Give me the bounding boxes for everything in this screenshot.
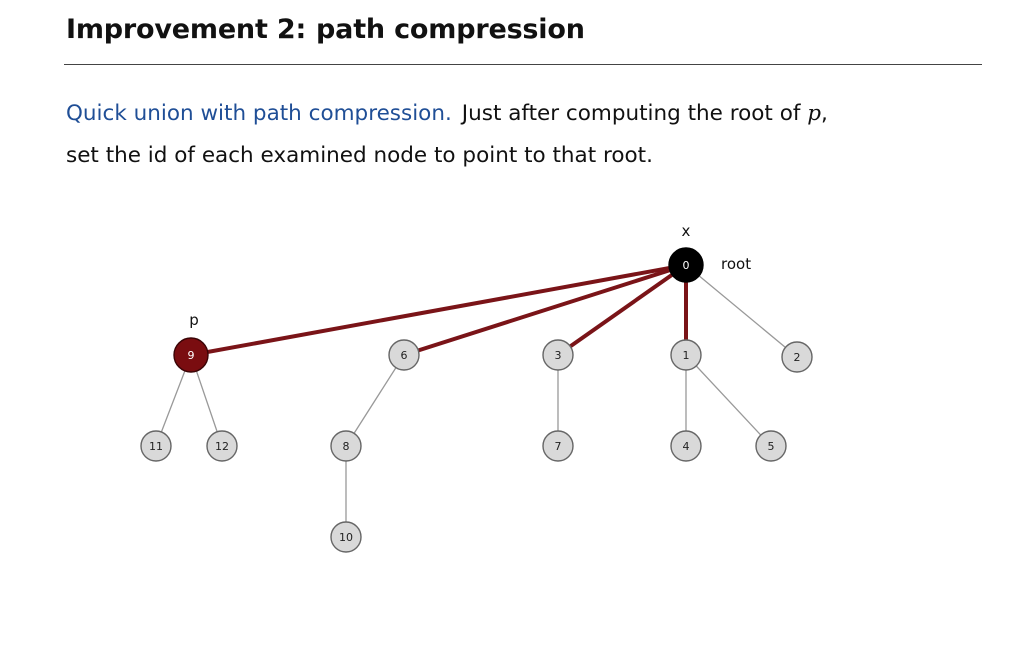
node-1: 1 (670, 339, 702, 371)
node-label-0: 0 (683, 259, 690, 272)
node-label-4: 4 (683, 440, 690, 453)
node-circle-6 (388, 339, 420, 371)
edge-1-5 (685, 354, 772, 447)
body-text: Quick union with path compression. Just a… (66, 93, 966, 177)
node-circle-0 (668, 247, 704, 283)
node-7: 7 (542, 430, 574, 462)
node-circle-11 (140, 430, 172, 462)
node-circle-2 (781, 341, 813, 373)
lead-phrase: Quick union with path compression. (66, 101, 452, 126)
node-circle-8 (330, 430, 362, 462)
node-8: 8 (330, 430, 362, 462)
nodes-layer: 09 6 3 1 211 12 8 7 4 510 (140, 247, 813, 553)
node-4: 4 (670, 430, 702, 462)
node-label-5: 5 (768, 440, 775, 453)
edges-layer (155, 263, 798, 538)
node-3: 3 (542, 339, 574, 371)
node-circle-12 (206, 430, 238, 462)
node-label-2: 2 (794, 351, 801, 364)
node-10: 10 (330, 521, 362, 553)
node-label-12: 12 (215, 440, 229, 453)
node-circle-7 (542, 430, 574, 462)
node-label-9: 9 (188, 349, 195, 362)
edge-6-8 (345, 354, 405, 447)
node-11: 11 (140, 430, 172, 462)
node-2: 2 (781, 341, 813, 373)
body-text-part1: Just after computing the root of (461, 101, 808, 126)
node-circle-10 (330, 521, 362, 553)
edge-0-6 (402, 263, 688, 357)
node-circle-3 (542, 339, 574, 371)
body-line-1: Quick union with path compression. Just a… (66, 93, 966, 135)
node-circle-5 (755, 430, 787, 462)
title-divider (64, 64, 982, 65)
edge-0-3 (556, 263, 688, 357)
node-label-8: 8 (343, 440, 350, 453)
node-6: 6 (388, 339, 420, 371)
node-label-1: 1 (683, 349, 690, 362)
node-label-10: 10 (339, 531, 353, 544)
body-line-2: set the id of each examined node to poin… (66, 143, 653, 168)
math-variable-p: p (807, 101, 822, 126)
title-topic: path compression (316, 14, 585, 45)
node-label-3: 3 (555, 349, 562, 362)
node-0: 0 (668, 247, 704, 283)
node-label-11: 11 (149, 440, 163, 453)
label-p: p (189, 311, 199, 329)
node-9: 9 (173, 337, 209, 373)
node-label-6: 6 (401, 349, 408, 362)
node-circle-4 (670, 430, 702, 462)
node-circle-1 (670, 339, 702, 371)
body-text-part2: , (821, 101, 828, 126)
title-prefix: Improvement 2: (66, 14, 307, 45)
node-label-7: 7 (555, 440, 562, 453)
node-circle-9 (173, 337, 209, 373)
edge-0-2 (685, 264, 798, 358)
label-root: root (721, 255, 751, 273)
node-5: 5 (755, 430, 787, 462)
slide-title: Improvement 2: path compression (66, 14, 585, 45)
node-12: 12 (206, 430, 238, 462)
label-x: x (682, 222, 691, 240)
edge-0-9 (189, 263, 688, 357)
